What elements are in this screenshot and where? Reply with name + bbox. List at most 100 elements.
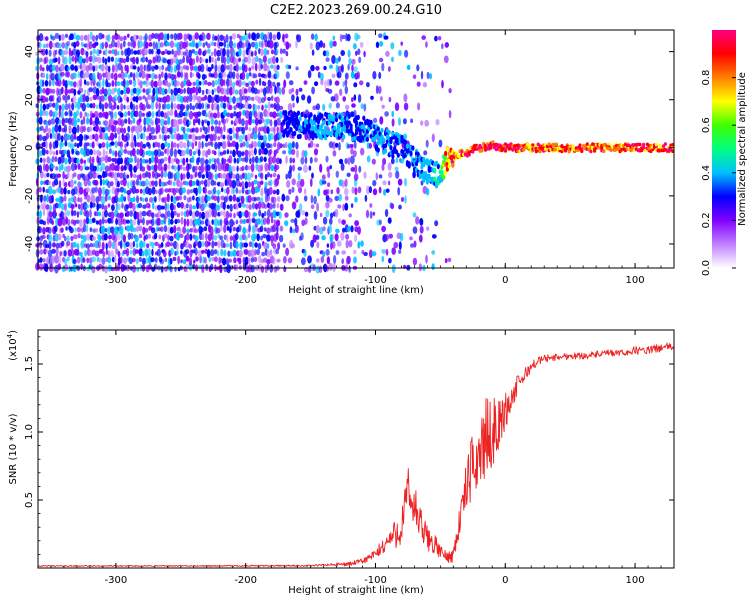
spectrogram-cell <box>95 228 99 233</box>
spectrogram-cell <box>241 180 244 187</box>
spectrogram-cell <box>382 180 387 186</box>
spectrogram-cell <box>48 49 52 57</box>
spectrogram-cell <box>72 210 77 217</box>
spectrogram-cell <box>38 186 42 193</box>
spectrogram-cell <box>91 141 95 149</box>
spectrogram-cell <box>298 87 303 92</box>
spectrogram-cell <box>110 218 114 224</box>
spectrogram-cell <box>434 35 438 42</box>
spectrogram-cell <box>346 33 351 42</box>
spectrogram-cell <box>88 62 93 71</box>
spectrogram-cell <box>217 34 220 42</box>
spectrogram-cell <box>235 187 239 194</box>
spectrogram-cell <box>431 250 436 255</box>
spectrogram-cell <box>40 194 43 203</box>
spectrogram-cell <box>267 31 270 41</box>
spectrogram-cell <box>393 241 399 249</box>
spectrogram-cell <box>102 78 105 88</box>
spectrogram-cell <box>130 101 133 110</box>
spectrogram-cell <box>77 197 80 203</box>
spectrogram-cell <box>167 134 170 139</box>
spectrogram-cell <box>213 186 217 195</box>
spectrogram-cell <box>119 212 124 219</box>
spectrogram-cell <box>88 180 92 187</box>
spectrogram-cell <box>137 66 140 73</box>
spectrogram-cell <box>297 166 303 171</box>
spectrogram-cell <box>233 105 237 111</box>
spectrogram-cell <box>59 210 65 220</box>
spectrogram-cell <box>222 88 228 96</box>
spectrogram-cell <box>43 173 47 179</box>
spectrogram-cell <box>358 56 362 63</box>
spectrogram-cell <box>431 133 435 143</box>
spectrogram-cell <box>337 218 342 224</box>
spectrogram-cell <box>122 177 127 187</box>
spectrogram-cell <box>173 119 178 128</box>
spectrogram-cell <box>206 89 211 95</box>
spectrogram-cell <box>66 210 71 216</box>
spectrogram-cell <box>267 70 272 79</box>
spectrogram-cell <box>127 181 130 189</box>
spectrogram-cell <box>344 195 349 201</box>
spectrogram-cell <box>151 170 155 179</box>
spectrogram-cell <box>269 31 273 41</box>
spectrogram-cell <box>202 79 205 87</box>
spectrogram-cell <box>60 110 64 120</box>
snr-x-tick-label: -300 <box>105 575 128 586</box>
spectrogram-cell <box>169 265 173 273</box>
spectrogram-cell <box>114 132 118 139</box>
spectrogram-cell <box>136 211 140 220</box>
spectrogram-cell <box>194 235 199 242</box>
colorbar-tick-label: 0.4 <box>701 165 712 181</box>
spectrogram-cell <box>142 88 146 93</box>
spectrogram-cell <box>100 195 106 205</box>
spectrogram-cell <box>192 165 196 173</box>
spectrogram-cell <box>106 82 112 88</box>
spectrogram-cell <box>266 250 271 258</box>
spectrogram-cell <box>358 165 362 173</box>
spectrogram-cell <box>284 33 289 39</box>
spectrogram-cell <box>167 142 171 149</box>
spectrogram-cell <box>160 265 164 273</box>
spectrogram-cell <box>144 159 149 164</box>
spectrogram-cell <box>85 51 89 57</box>
spectrogram-cell <box>203 179 208 188</box>
spectrogram-cell <box>57 263 62 271</box>
spectrogram-cell <box>46 43 49 48</box>
spectrogram-ridge-cell <box>356 114 360 120</box>
spectrogram-cell <box>151 180 155 186</box>
spectrogram-cell <box>195 86 199 96</box>
spectrogram-cell <box>226 55 231 65</box>
spectrogram-cell <box>178 110 184 118</box>
spectrogram-cell <box>158 134 162 140</box>
spectrogram-cell <box>107 88 112 96</box>
spectrogram-cell <box>132 78 137 88</box>
spectrogram-cell <box>172 256 177 262</box>
spectrogram-cell <box>121 202 124 209</box>
spectrogram-cell <box>356 71 361 80</box>
spectrogram-cell <box>173 210 177 216</box>
spectrogram-cell <box>423 150 428 156</box>
spectrogram-cell <box>93 110 99 118</box>
spectrogram-cell <box>266 217 270 225</box>
spectrogram-cell <box>261 251 265 257</box>
spectrogram-cell <box>45 204 50 210</box>
spectrogram-cell <box>117 250 121 258</box>
spectrogram-cell <box>277 174 280 180</box>
spectrogram-cell <box>267 101 271 110</box>
spectrogram-cell <box>191 40 196 48</box>
spectrogram-cell <box>41 141 47 148</box>
spectrogram-cell <box>81 63 87 72</box>
spectrogram-cell <box>287 103 293 111</box>
spectrogram-cell <box>254 249 257 256</box>
spectrogram-cell <box>132 173 137 179</box>
spectrogram-ridge-cell <box>447 163 451 169</box>
spectrogram-cell <box>219 47 224 57</box>
spectrogram-cell <box>273 142 277 148</box>
spectrogram-cell <box>226 78 230 87</box>
spectrogram-cell <box>329 64 333 69</box>
spectrogram-cell <box>36 94 41 104</box>
spectrogram-cell <box>274 85 277 95</box>
snr-y-axis-label: SNR (10 * v/v) <box>8 413 19 484</box>
spectrogram-cell <box>180 66 183 73</box>
